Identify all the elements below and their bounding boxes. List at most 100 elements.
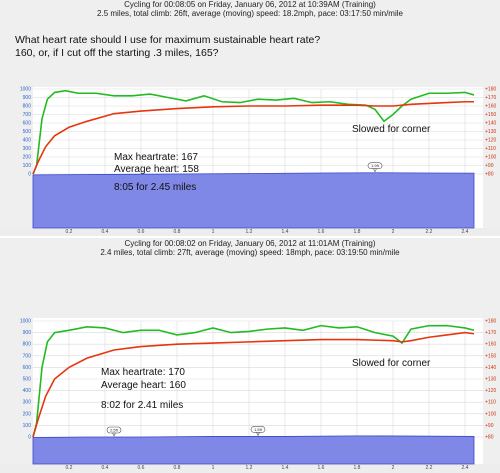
right-tick-label: +140 — [485, 121, 496, 127]
speed-line — [32, 89, 475, 175]
left-tick-label: 100 — [23, 423, 32, 429]
left-tick-label: 300 — [23, 400, 32, 406]
panel-1-annotation-corner: Slowed for corner — [352, 124, 431, 135]
elevation-marker-pin — [256, 432, 260, 437]
left-tick-label: 400 — [23, 388, 32, 394]
x-tick-label: 0.4 — [102, 229, 109, 235]
panel-1-title: Cycling for 00:08:05 on Friday, January … — [124, 0, 376, 9]
x-tick-label: 0.6 — [138, 229, 145, 235]
heart-rate-line — [32, 331, 475, 438]
left-tick-label: 600 — [23, 365, 32, 371]
elevation-marker-label: 1.5ft — [254, 427, 263, 432]
left-tick-label: 800 — [23, 104, 32, 110]
panel-1-x-axis-band — [0, 228, 500, 236]
x-tick-label: 2 — [392, 229, 395, 235]
elevation-marker-label: 2.5ft — [110, 427, 119, 432]
right-tick-label: +80 — [485, 435, 494, 441]
left-tick-label: 400 — [23, 138, 32, 144]
left-tick-label: 300 — [23, 146, 32, 152]
left-tick-label: 0 — [28, 172, 31, 178]
right-tick-label: +90 — [485, 423, 494, 429]
left-tick-label: 500 — [23, 129, 32, 135]
elevation-marker-pin — [112, 432, 116, 437]
panel-1-annotation-time: 8:05 for 2.45 miles — [114, 182, 196, 193]
right-tick-label: +110 — [485, 146, 496, 152]
right-tick-label: +160 — [485, 342, 496, 348]
x-tick-label: 0.8 — [174, 229, 181, 235]
right-tick-label: +130 — [485, 129, 496, 135]
x-tick-label: 2.2 — [426, 465, 433, 471]
right-tick-label: +160 — [485, 104, 496, 110]
left-tick-label: 800 — [23, 342, 32, 348]
right-tick-label: +170 — [485, 330, 496, 336]
right-tick-label: +180 — [485, 87, 496, 93]
panel-2-subtitle: 2.4 miles, total climb: 27ft, average (m… — [100, 248, 400, 257]
panel-2-x-axis-band — [0, 464, 500, 473]
x-tick-label: 1.2 — [246, 465, 253, 471]
panel-2-elevation-markers: 2.5ft 1.5ft — [106, 426, 266, 437]
heart-rate-line — [32, 100, 474, 175]
left-tick-label: 700 — [23, 112, 32, 118]
panel-1-subtitle: 2.5 miles, total climb: 26ft, average (m… — [97, 9, 403, 18]
x-tick-label: 0.4 — [102, 465, 109, 471]
right-tick-label: +150 — [485, 353, 496, 359]
panel-2-annotation-corner: Slowed for corner — [352, 358, 431, 369]
elevation-marker-label: 1.9ft — [371, 163, 380, 168]
x-tick-label: 2.4 — [462, 229, 469, 235]
panel-1-series — [32, 89, 475, 229]
chart-panel-2: Cycling for 00:08:02 on Friday, January … — [0, 238, 500, 473]
elevation-area — [32, 435, 475, 465]
x-tick-label: 0.6 — [138, 465, 145, 471]
right-tick-label: +90 — [485, 163, 494, 169]
x-tick-label: 1.8 — [354, 229, 361, 235]
right-tick-label: +100 — [485, 411, 496, 417]
panel-2-annotation-avg-hr: Average heart: 160 — [101, 380, 186, 391]
right-tick-label: +180 — [485, 319, 496, 325]
left-tick-label: 500 — [23, 377, 32, 383]
x-tick-label: 2.2 — [426, 229, 433, 235]
panel-2-title: Cycling for 00:08:02 on Friday, January … — [124, 239, 375, 248]
right-tick-label: +100 — [485, 155, 496, 161]
right-tick-label: +110 — [485, 400, 496, 406]
x-tick-label: 0.8 — [174, 465, 181, 471]
left-tick-label: 600 — [23, 121, 32, 127]
panel-1-annotation-max-hr: Max heartrate: 167 — [114, 152, 198, 163]
x-tick-label: 1 — [212, 229, 215, 235]
panel-1-elevation-markers: 1.9ft — [367, 162, 383, 173]
x-tick-label: 1.4 — [282, 229, 289, 235]
panel-2-annotation-time: 8:02 for 2.41 miles — [101, 400, 183, 411]
panel-2-annotation-max-hr: Max heartrate: 170 — [101, 367, 185, 378]
panel-1-question-line-2: 160, or, if I cut off the starting .3 mi… — [15, 47, 219, 59]
x-tick-label: 1.4 — [282, 465, 289, 471]
left-tick-label: 900 — [23, 330, 32, 336]
left-tick-label: 200 — [23, 411, 32, 417]
panel-1-annotation-avg-hr: Average heart: 158 — [114, 164, 199, 175]
right-tick-label: +130 — [485, 377, 496, 383]
x-tick-label: 2.4 — [462, 465, 469, 471]
x-tick-label: 1.2 — [246, 229, 253, 235]
left-tick-label: 1000 — [20, 87, 31, 93]
speed-line — [32, 324, 475, 438]
x-tick-label: 2 — [392, 465, 395, 471]
panel-1-gridlines — [33, 88, 483, 228]
elevation-area — [32, 172, 475, 229]
right-tick-label: +140 — [485, 365, 496, 371]
x-tick-label: 0.2 — [66, 229, 73, 235]
right-tick-label: +120 — [485, 138, 496, 144]
panel-2-series — [32, 324, 475, 465]
left-tick-label: 200 — [23, 155, 32, 161]
panel-1-question-line-1: What heart rate should I use for maximum… — [15, 34, 320, 46]
chart-panel-1: Cycling for 00:08:05 on Friday, January … — [0, 0, 500, 236]
elevation-marker-pin — [373, 168, 377, 173]
left-tick-label: 1000 — [20, 319, 31, 325]
left-tick-label: 900 — [23, 95, 32, 101]
right-tick-label: +150 — [485, 112, 496, 118]
x-tick-label: 1.6 — [318, 229, 325, 235]
x-tick-label: 0.2 — [66, 465, 73, 471]
left-tick-label: 0 — [28, 435, 31, 441]
right-tick-label: +120 — [485, 388, 496, 394]
right-tick-label: +80 — [485, 172, 494, 178]
left-tick-label: 700 — [23, 353, 32, 359]
left-tick-label: 100 — [23, 163, 32, 169]
